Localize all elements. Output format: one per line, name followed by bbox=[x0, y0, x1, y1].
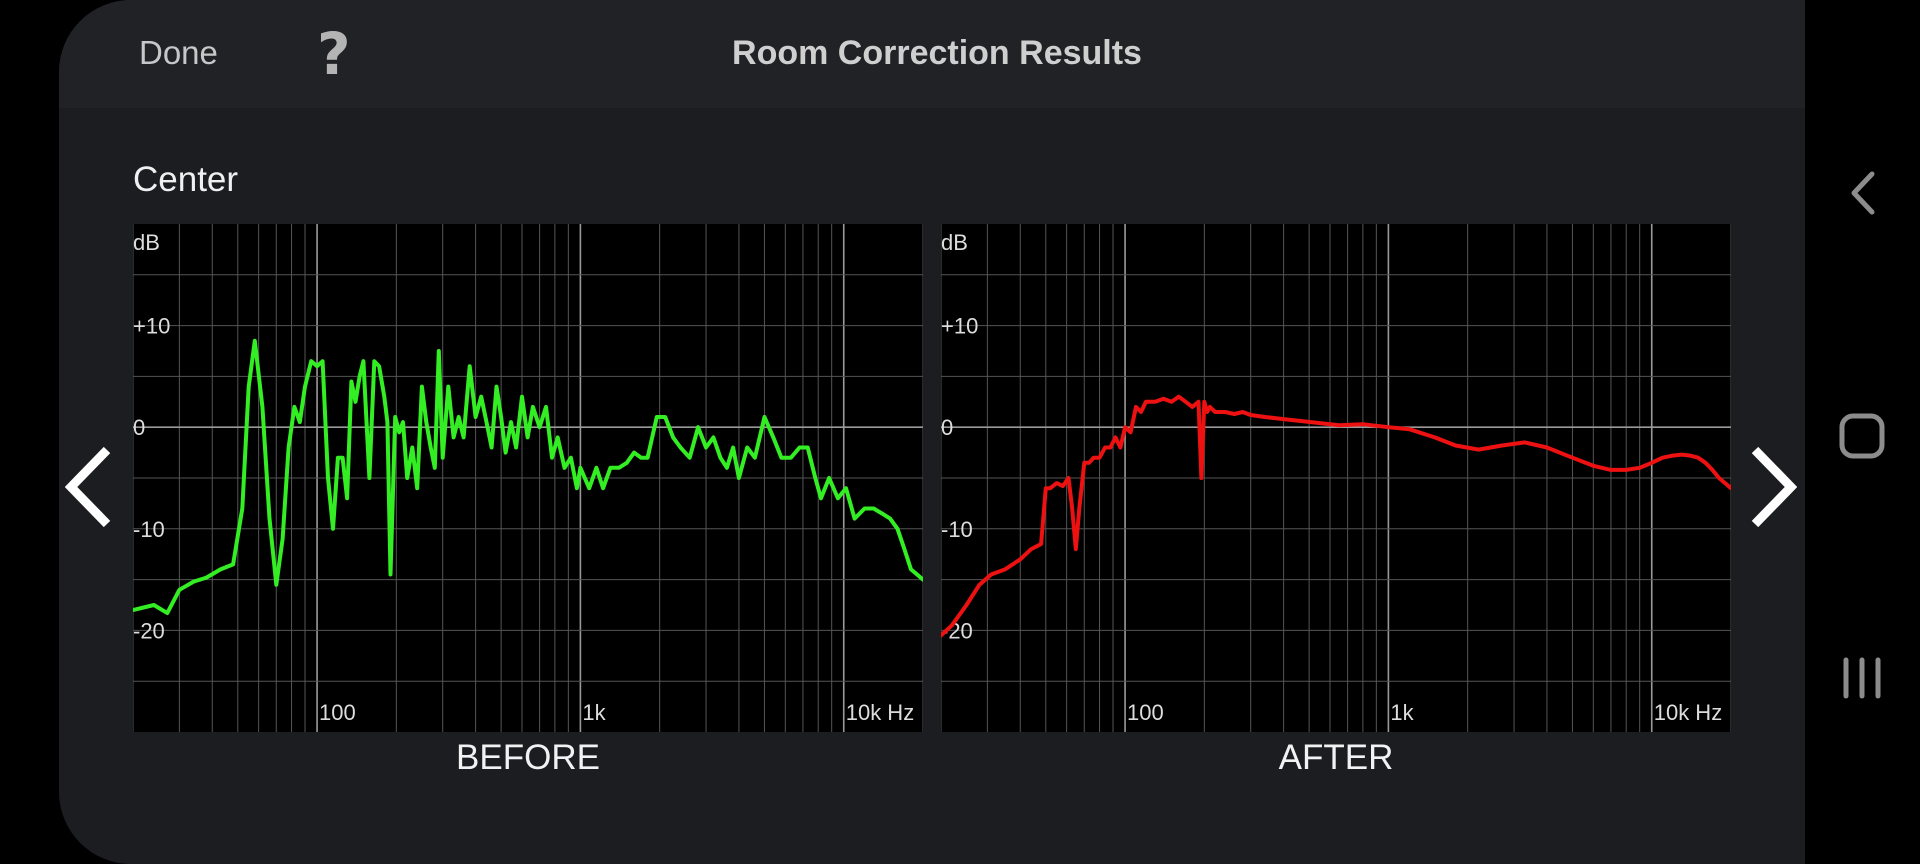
x-tick-label: 10k Hz bbox=[1654, 700, 1722, 725]
y-tick-label: -10 bbox=[133, 517, 165, 542]
channel-label: Center bbox=[133, 160, 239, 199]
y-tick-label: +10 bbox=[133, 314, 170, 339]
before-response-line bbox=[133, 338, 923, 616]
before-chart-plot: dB +10 0 -10 -20 100 1k 10k Hz bbox=[133, 224, 923, 732]
y-tick-label: 0 bbox=[133, 415, 145, 440]
x-tick-label: 1k bbox=[582, 700, 606, 725]
grid bbox=[133, 224, 923, 732]
page-title: Room Correction Results bbox=[732, 34, 1142, 72]
y-tick-label: -20 bbox=[133, 618, 165, 643]
after-response-line bbox=[941, 394, 1731, 638]
y-tick-label: 0 bbox=[941, 415, 953, 440]
y-axis-unit-label: dB bbox=[941, 230, 968, 255]
x-tick-label: 10k Hz bbox=[846, 700, 914, 725]
y-axis-unit-label: dB bbox=[133, 230, 160, 255]
results-sheet: Done ? Room Correction Results Center dB… bbox=[59, 0, 1805, 864]
grid bbox=[941, 224, 1731, 732]
back-icon[interactable] bbox=[1846, 170, 1880, 216]
chevron-right-icon[interactable] bbox=[1747, 446, 1797, 528]
help-button[interactable]: ? bbox=[317, 20, 351, 88]
y-tick-label: -10 bbox=[941, 517, 973, 542]
x-tick-label: 100 bbox=[319, 700, 356, 725]
after-chart: dB +10 0 -10 -20 100 1k 10k Hz bbox=[941, 224, 1731, 732]
before-caption: BEFORE bbox=[456, 738, 600, 777]
y-tick-label: +10 bbox=[941, 314, 978, 339]
after-caption: AFTER bbox=[1278, 738, 1394, 777]
x-tick-label: 1k bbox=[1390, 700, 1414, 725]
recents-icon[interactable] bbox=[1840, 656, 1884, 700]
before-chart: dB +10 0 -10 -20 100 1k 10k Hz bbox=[133, 224, 923, 732]
chevron-left-icon[interactable] bbox=[65, 446, 115, 528]
top-bar: Done ? Room Correction Results bbox=[59, 0, 1805, 108]
done-button[interactable]: Done bbox=[139, 34, 218, 71]
home-icon[interactable] bbox=[1838, 412, 1886, 460]
x-tick-label: 100 bbox=[1127, 700, 1164, 725]
